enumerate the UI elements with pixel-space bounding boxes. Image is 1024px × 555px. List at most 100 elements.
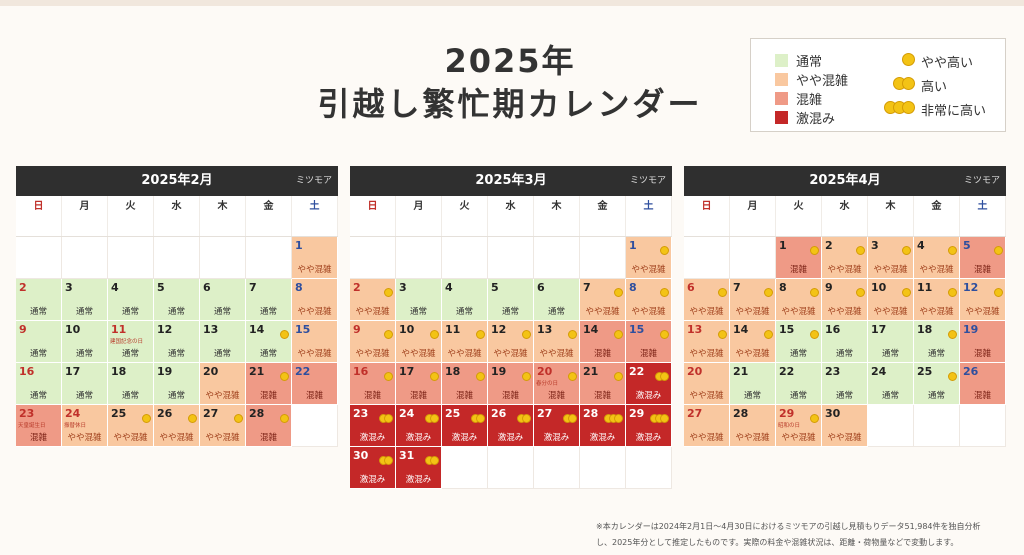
weekday-label: 月	[62, 196, 108, 236]
congestion-label: やや混雑	[631, 307, 666, 317]
calendar-march: 2025年3月 ミツモア 日月火水木金土 1 やや混雑 2 やや混雑 3 通常 4 通常 5 通常…	[350, 166, 672, 489]
congestion-label: 激混み	[543, 433, 570, 443]
legend-item-normal: 通常	[775, 51, 823, 70]
day-cell: 15 混雑	[626, 321, 672, 363]
congestion-label: やや混雑	[689, 307, 724, 317]
congestion-label: 混雑	[973, 265, 991, 275]
holiday-name: 春分の日	[536, 381, 559, 387]
coin-icon	[522, 324, 531, 339]
coin-icon	[476, 324, 485, 339]
day-number: 17	[871, 323, 887, 336]
day-number: 20	[537, 365, 553, 378]
day-cell: 19 通常	[154, 363, 200, 405]
congestion-label: やや混雑	[735, 307, 770, 317]
legend-cost-very-high: 非常に高い	[884, 99, 986, 119]
congestion-label: 激混み	[589, 433, 616, 443]
day-cell: 30 激混み	[350, 447, 396, 489]
coin-icon	[994, 240, 1003, 255]
day-number: 12	[491, 323, 507, 336]
weekday-header: 日月火水木金土	[350, 196, 672, 237]
congestion-label: 通常	[75, 391, 93, 401]
top-band	[0, 0, 1024, 6]
congestion-label: 通常	[743, 391, 761, 401]
coin-icon	[764, 282, 773, 297]
coin-icon	[471, 408, 485, 423]
congestion-label: 混雑	[501, 391, 519, 401]
day-cell: 11 やや混雑	[442, 321, 488, 363]
coin-icon	[948, 324, 957, 339]
day-number: 25	[445, 407, 461, 420]
day-number: 14	[583, 323, 599, 336]
congestion-label: 通常	[927, 349, 945, 359]
coin-icon	[764, 324, 773, 339]
legend-swatch	[775, 110, 788, 124]
day-number: 3	[65, 281, 73, 294]
congestion-label: 通常	[213, 349, 231, 359]
calendar-month-title: 2025年4月	[809, 173, 881, 188]
coin-icon	[718, 282, 727, 297]
day-cell: 1 混雑	[776, 237, 822, 279]
coin-icon	[522, 366, 531, 381]
day-number: 18	[445, 365, 461, 378]
brand-logo: ミツモア	[963, 176, 1000, 186]
weekday-label: 土	[626, 196, 672, 236]
day-number: 2	[825, 239, 833, 252]
day-number: 7	[733, 281, 741, 294]
weekday-label: 水	[154, 196, 200, 236]
coin-icon	[476, 366, 485, 381]
day-number: 5	[963, 239, 971, 252]
day-number: 10	[871, 281, 887, 294]
weekday-header: 日月火水木金土	[16, 196, 338, 237]
weekday-label: 火	[776, 196, 822, 236]
day-number: 10	[65, 323, 81, 336]
congestion-label: 通常	[835, 349, 853, 359]
day-number: 9	[19, 323, 27, 336]
day-cell: 24 振替休日 やや混雑	[62, 405, 108, 447]
day-cell: 14 通常	[246, 321, 292, 363]
coin-icon	[384, 366, 393, 381]
weekday-label: 日	[16, 196, 62, 236]
empty-day-cell	[62, 237, 108, 279]
coin-icon	[994, 282, 1003, 297]
congestion-label: やや混雑	[159, 433, 194, 443]
coin-icon	[188, 408, 197, 423]
congestion-label: やや混雑	[827, 265, 862, 275]
day-number: 26	[963, 365, 979, 378]
day-number: 14	[249, 323, 265, 336]
day-cell: 13 やや混雑	[534, 321, 580, 363]
empty-day-cell	[534, 447, 580, 489]
legend-cost-high: 高い	[885, 75, 947, 95]
weekday-label: 月	[396, 196, 442, 236]
holiday-name: 天皇誕生日	[18, 423, 46, 429]
day-cell: 10 通常	[62, 321, 108, 363]
empty-day-cell	[580, 237, 626, 279]
day-number: 22	[295, 365, 311, 378]
congestion-label: やや混雑	[873, 265, 908, 275]
day-number: 6	[537, 281, 545, 294]
day-cell: 11 やや混雑	[914, 279, 960, 321]
coin-icon	[604, 408, 623, 423]
congestion-label: 通常	[167, 391, 185, 401]
day-number: 1	[629, 239, 637, 252]
day-cell: 20 やや混雑	[684, 363, 730, 405]
congestion-label: 通常	[75, 349, 93, 359]
empty-day-cell	[868, 405, 914, 447]
calendar-header: 2025年2月 ミツモア	[16, 166, 338, 196]
congestion-label: 混雑	[639, 349, 657, 359]
day-cell: 6 通常	[534, 279, 580, 321]
congestion-label: 混雑	[547, 391, 565, 401]
congestion-label: 激混み	[405, 475, 432, 485]
weekday-label: 火	[108, 196, 154, 236]
day-cell: 22 通常	[776, 363, 822, 405]
congestion-label: 通常	[121, 349, 139, 359]
day-number: 23	[19, 407, 35, 420]
empty-day-cell	[246, 237, 292, 279]
holiday-name: 昭和の日	[778, 423, 801, 429]
legend-label: 通常	[796, 54, 823, 70]
congestion-label: 通常	[29, 307, 47, 317]
day-cell: 18 混雑	[442, 363, 488, 405]
congestion-label: 通常	[121, 307, 139, 317]
coin-icon	[142, 408, 151, 423]
empty-day-cell	[684, 237, 730, 279]
weekday-label: 土	[292, 196, 338, 236]
